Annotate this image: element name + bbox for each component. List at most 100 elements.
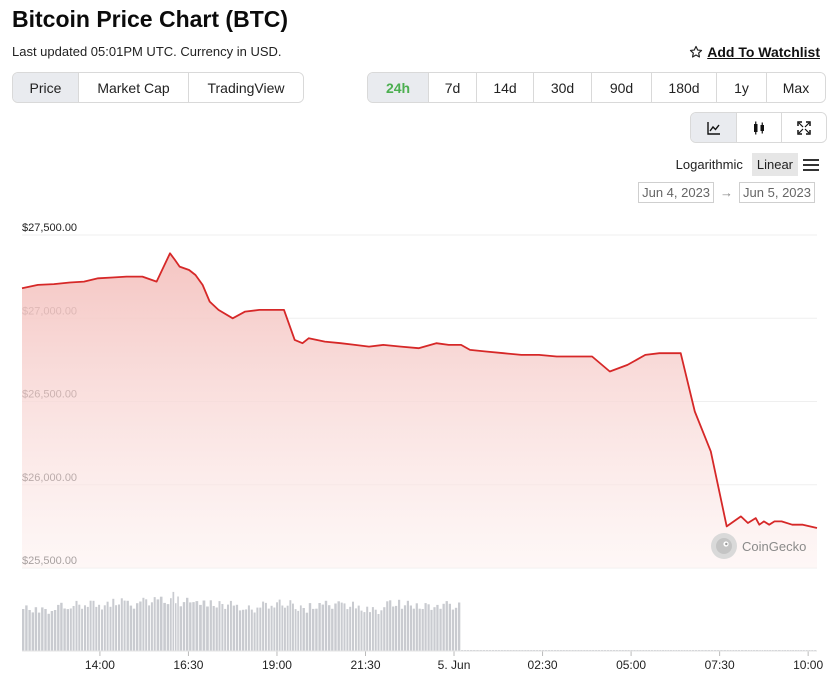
volume-bar <box>357 605 360 651</box>
volume-bar <box>412 608 415 651</box>
range-7d[interactable]: 7d <box>428 73 476 102</box>
volume-bar <box>256 607 259 651</box>
volume-bar <box>324 600 328 651</box>
x-tick-label: 19:00 <box>262 658 292 672</box>
volume-bar <box>415 603 418 651</box>
volume-bar <box>101 609 103 651</box>
tab-tradingview[interactable]: TradingView <box>188 73 303 102</box>
volume-bar <box>37 612 41 651</box>
volume-bar <box>343 603 346 651</box>
volume-bar <box>95 606 98 651</box>
price-line <box>21 252 818 529</box>
volume-bar <box>218 601 221 651</box>
volume-bar <box>315 608 318 651</box>
coingecko-watermark: CoinGecko <box>711 533 806 559</box>
volume-bar <box>75 600 78 651</box>
volume-bar <box>392 606 395 651</box>
volume-bar <box>281 605 284 651</box>
volume-bar <box>442 603 445 651</box>
volume-bar <box>328 605 331 651</box>
volume-bar <box>289 600 292 651</box>
volume-bar <box>253 612 256 651</box>
date-to-input[interactable]: Jun 5, 2023 <box>739 182 815 203</box>
price-chart[interactable]: $27,500.00$27,000.00$26,500.00$26,000.00… <box>0 200 839 683</box>
y-tick-label: $27,500.00 <box>22 222 77 234</box>
volume-bar <box>273 607 276 651</box>
volume-bar <box>172 591 175 651</box>
date-range: Jun 4, 2023 → Jun 5, 2023 <box>638 182 815 203</box>
volume-bar <box>109 606 112 651</box>
volume-bar <box>166 604 170 651</box>
last-updated-text: Last updated 05:01PM UTC. Currency in US… <box>12 44 282 59</box>
chart-menu-button[interactable] <box>802 157 820 173</box>
range-1y[interactable]: 1y <box>716 73 766 102</box>
volume-bar <box>150 602 153 651</box>
volume-bar <box>305 612 309 651</box>
volume-bar <box>318 603 321 651</box>
volume-bar <box>369 612 371 651</box>
volume-bar <box>363 612 366 651</box>
volume-bar <box>366 606 369 651</box>
date-from-input[interactable]: Jun 4, 2023 <box>638 182 715 203</box>
candlestick-button[interactable] <box>736 113 781 142</box>
volume-bar <box>106 601 109 651</box>
range-90d[interactable]: 90d <box>591 73 651 102</box>
volume-bar <box>148 605 151 651</box>
volume-bar <box>72 606 75 651</box>
volume-bar <box>409 605 412 651</box>
volume-bar <box>278 599 281 651</box>
volume-bar <box>170 598 172 651</box>
volume-bar <box>120 598 123 651</box>
add-to-watchlist-link[interactable]: Add To Watchlist <box>689 44 820 60</box>
tab-market-cap[interactable]: Market Cap <box>78 73 188 102</box>
volume-bar <box>142 597 145 651</box>
volume-bar <box>294 609 297 651</box>
range-30d[interactable]: 30d <box>533 73 591 102</box>
volume-bar <box>34 607 38 651</box>
volume-bar <box>262 601 265 651</box>
range-max[interactable]: Max <box>766 73 825 102</box>
chart-type-selector <box>690 112 827 143</box>
x-tick-label: 21:30 <box>350 658 380 672</box>
volume-bar <box>139 601 142 651</box>
volume-bar <box>132 608 136 651</box>
x-tick-label: 07:30 <box>705 658 735 672</box>
volume-bar <box>270 605 273 651</box>
volume-bar <box>44 609 47 651</box>
volume-bar <box>177 596 179 651</box>
volume-bar <box>81 608 84 651</box>
range-24h[interactable]: 24h <box>368 73 428 102</box>
linear-option[interactable]: Linear <box>751 153 798 176</box>
view-tabs: Price Market Cap TradingView <box>12 72 304 103</box>
volume-bar <box>156 599 160 651</box>
candlestick-icon <box>754 121 764 134</box>
range-180d[interactable]: 180d <box>651 73 716 102</box>
volume-bar <box>374 609 377 651</box>
range-14d[interactable]: 14d <box>476 73 533 102</box>
volume-bar <box>31 612 34 651</box>
line-chart-button[interactable] <box>691 113 736 142</box>
volume-bar <box>247 605 250 651</box>
logarithmic-option[interactable]: Logarithmic <box>675 157 743 172</box>
volume-bar <box>47 613 50 651</box>
volume-bar <box>386 601 389 651</box>
volume-bar <box>209 600 212 651</box>
volume-bar <box>292 603 294 651</box>
x-tick-label: 10:00 <box>793 658 823 672</box>
volume-bar <box>403 605 407 651</box>
volume-bar <box>25 605 28 651</box>
volume-bar <box>297 610 300 651</box>
volume-bar <box>458 602 461 651</box>
volume-bar <box>69 608 72 651</box>
x-tick-label: 02:30 <box>528 658 558 672</box>
volume-bar <box>159 596 163 651</box>
fullscreen-button[interactable] <box>781 113 826 142</box>
volume-bar <box>98 604 101 651</box>
volume-bar <box>22 609 25 651</box>
volume-bar <box>163 602 166 651</box>
volume-bar <box>334 603 337 651</box>
volume-bar <box>284 607 286 651</box>
volume-bar <box>136 603 139 651</box>
tab-price[interactable]: Price <box>13 73 78 102</box>
volume-bar <box>371 607 374 651</box>
